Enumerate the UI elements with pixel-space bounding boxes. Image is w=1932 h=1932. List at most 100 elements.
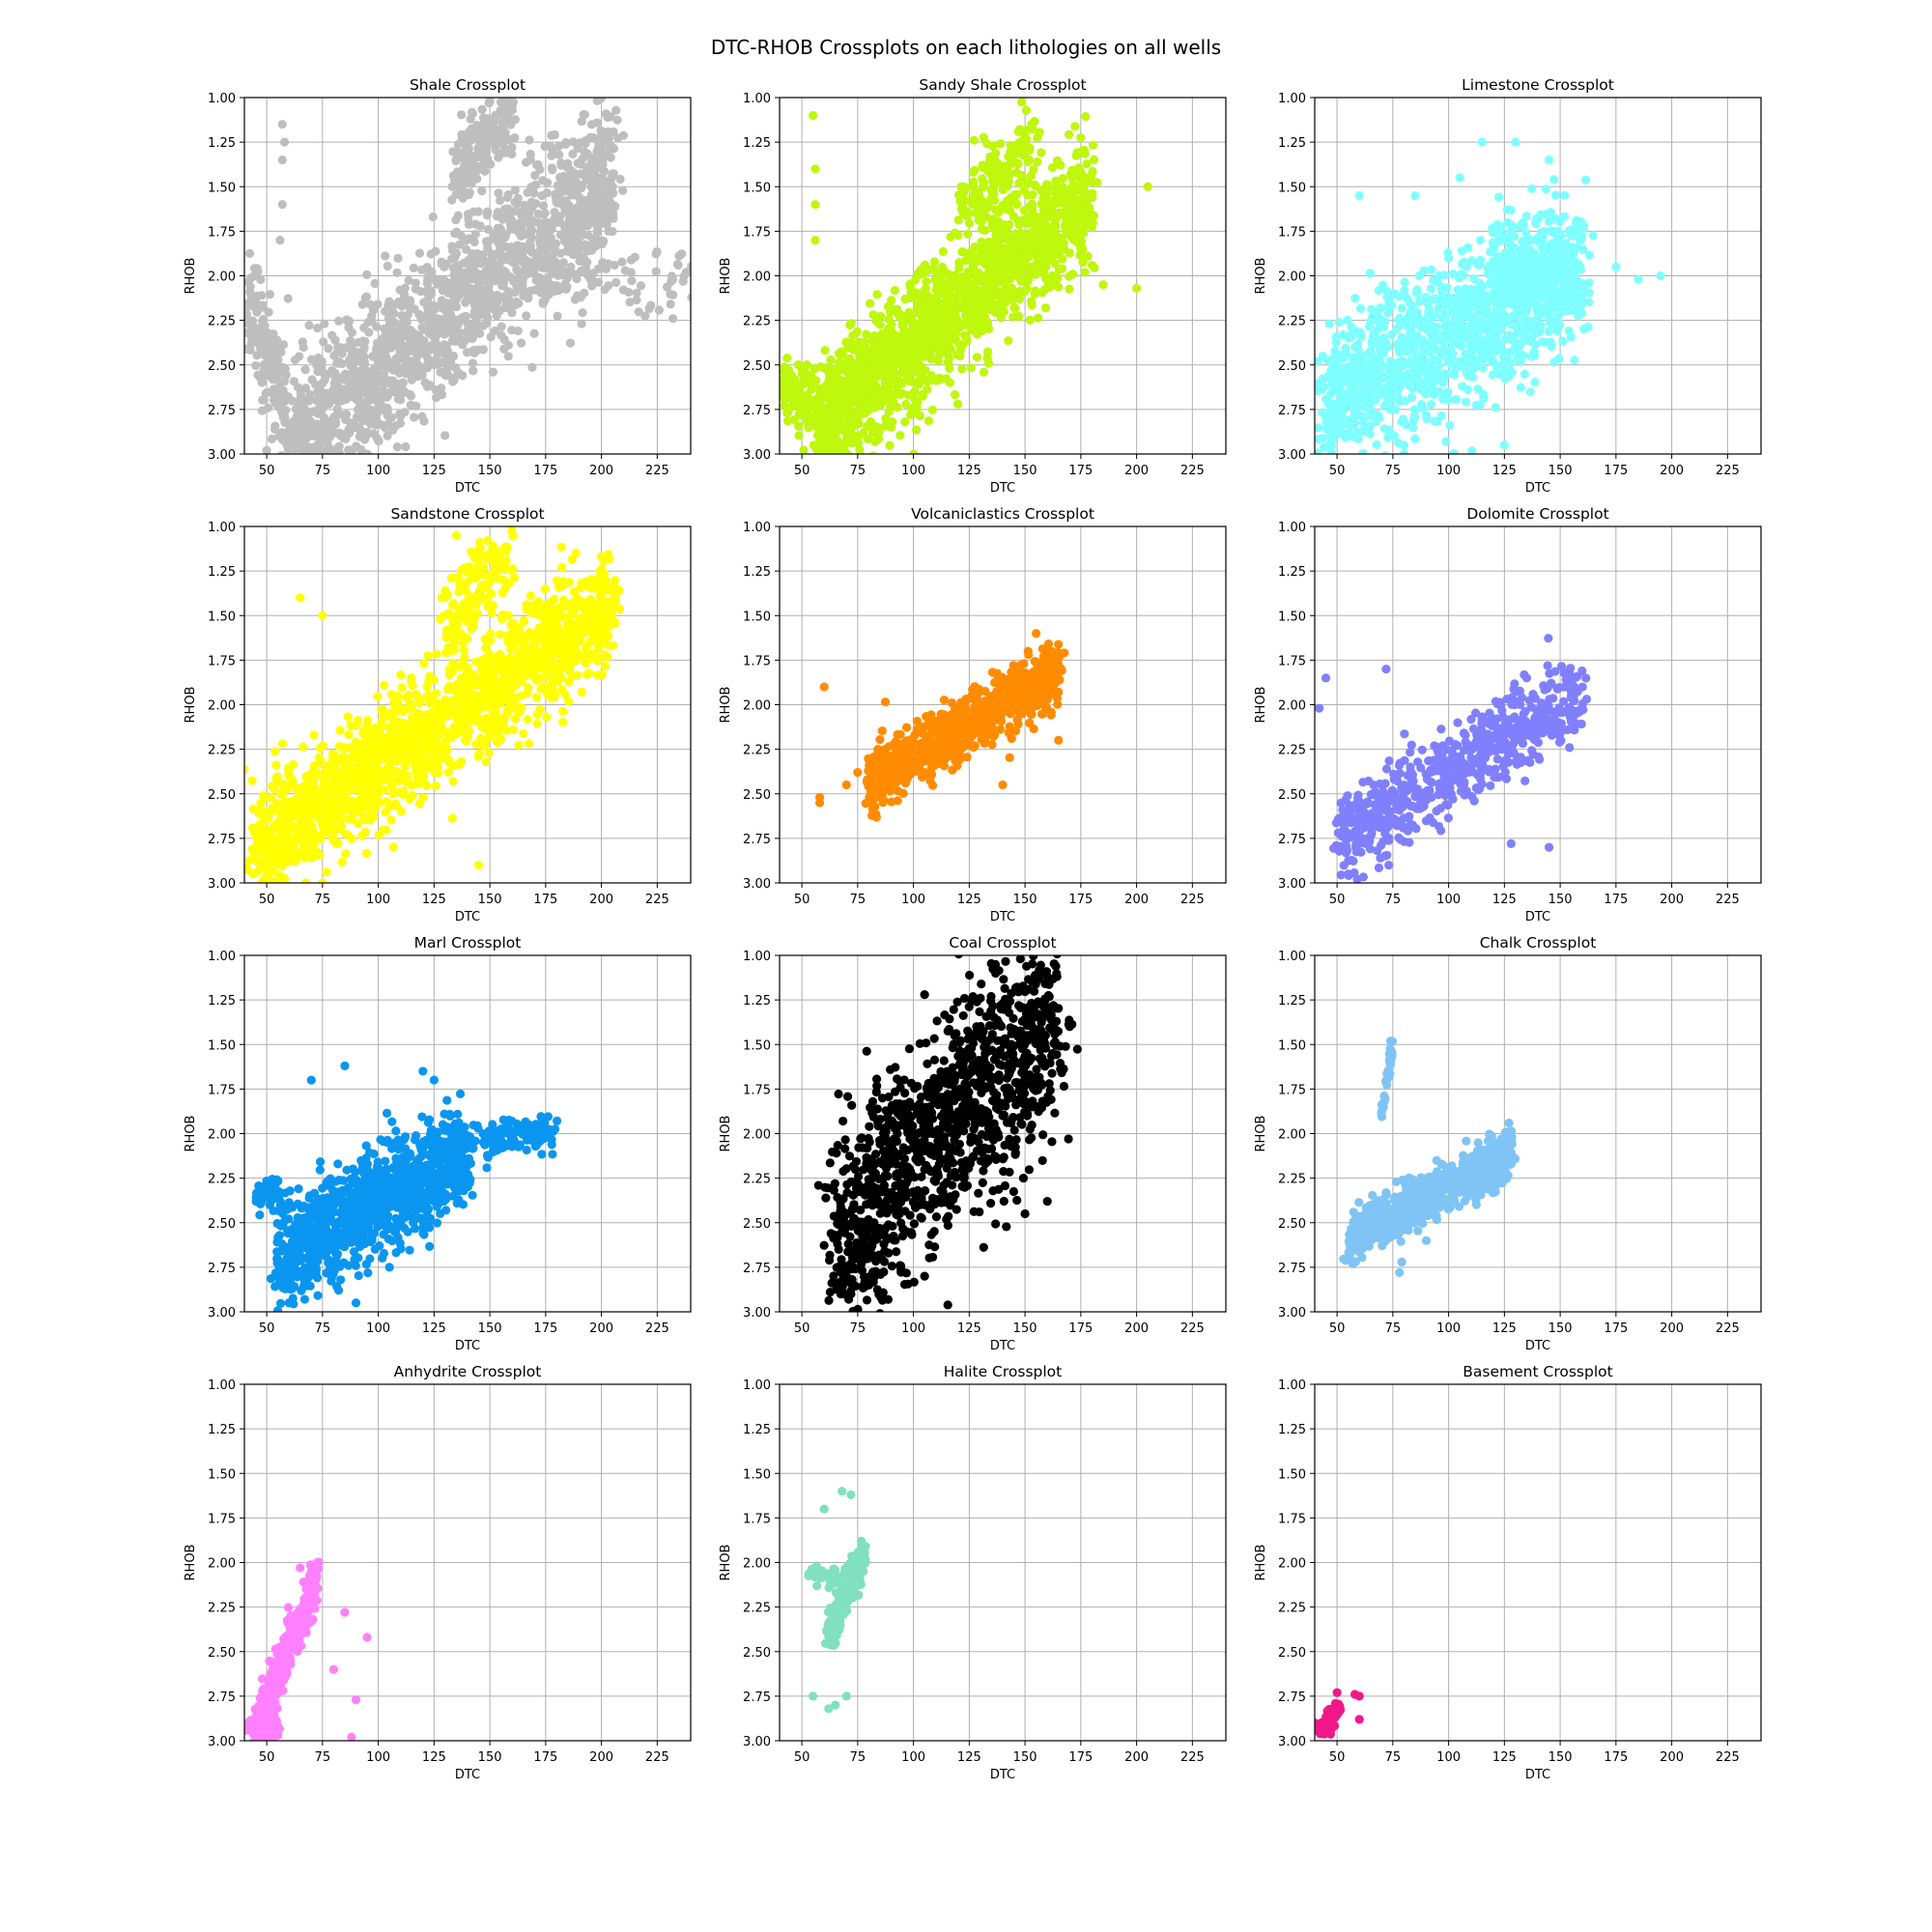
data-point	[625, 298, 635, 307]
data-point	[365, 419, 376, 429]
data-point	[283, 294, 293, 303]
data-point	[459, 162, 469, 172]
data-point	[297, 470, 305, 479]
data-point	[355, 398, 365, 408]
data-point	[880, 328, 890, 338]
data-point	[609, 144, 619, 154]
data-point	[479, 286, 489, 296]
data-point	[275, 236, 285, 245]
data-point	[1478, 363, 1488, 373]
data-point	[370, 278, 380, 289]
data-point	[401, 441, 411, 452]
data-point	[278, 504, 287, 513]
data-point	[374, 361, 384, 372]
data-point	[528, 216, 538, 226]
data-point	[531, 251, 542, 261]
data-point	[316, 447, 326, 454]
data-point	[1021, 126, 1031, 135]
data-point	[1560, 190, 1570, 200]
data-point	[672, 259, 683, 270]
data-point	[1019, 185, 1029, 195]
data-point	[503, 204, 513, 213]
data-point	[298, 337, 307, 347]
data-point	[583, 217, 593, 227]
data-point	[515, 248, 526, 258]
data-point	[498, 266, 508, 275]
data-point	[510, 132, 520, 143]
data-point	[295, 352, 304, 361]
data-point	[266, 387, 276, 397]
data-point	[632, 295, 641, 305]
data-point	[972, 353, 982, 362]
sandy-shale-crossplot: 50 75 100 125 150 175 200 2251.001.251.501.752.…	[719, 76, 1227, 496]
x-tick-label: 175	[1068, 464, 1093, 478]
data-point	[627, 276, 637, 286]
data-point	[904, 307, 914, 317]
data-point	[366, 453, 368, 454]
data-point	[970, 298, 980, 308]
data-point	[666, 299, 675, 309]
data-point	[1030, 117, 1039, 127]
data-point	[923, 338, 934, 348]
data-point	[872, 290, 882, 299]
data-point	[604, 83, 612, 92]
data-point	[1038, 193, 1048, 203]
data-point	[440, 326, 450, 335]
data-point	[341, 414, 351, 425]
data-point	[1387, 329, 1397, 339]
data-point	[359, 435, 370, 444]
data-point	[966, 363, 976, 373]
data-point	[582, 167, 592, 177]
data-point	[507, 142, 517, 153]
data-point	[654, 305, 664, 315]
data-point	[510, 185, 520, 195]
data-point	[1358, 468, 1367, 476]
data-point	[855, 445, 865, 454]
data-point	[902, 373, 913, 383]
data-point	[678, 276, 688, 286]
data-point	[863, 434, 873, 444]
data-point	[565, 338, 576, 348]
data-point	[579, 110, 588, 120]
data-point	[1132, 283, 1142, 294]
data-point	[281, 406, 291, 415]
data-point	[811, 443, 821, 453]
data-point	[961, 282, 971, 292]
data-point	[527, 362, 537, 372]
data-point	[471, 324, 481, 334]
data-point	[344, 316, 355, 327]
data-point	[478, 143, 488, 154]
data-point	[1527, 184, 1537, 193]
data-point	[302, 433, 313, 442]
data-point	[1025, 315, 1035, 325]
x-tick-label: 125	[957, 464, 981, 478]
y-tick-label: 1.50	[743, 181, 771, 195]
data-point	[1461, 397, 1471, 407]
data-point	[834, 440, 843, 450]
data-point	[863, 421, 872, 431]
data-point	[1053, 198, 1063, 208]
data-point	[1023, 178, 1033, 188]
data-point	[437, 357, 446, 367]
data-point	[366, 370, 376, 381]
data-point	[277, 429, 287, 440]
data-point	[465, 265, 474, 274]
data-point	[468, 333, 478, 343]
data-point	[987, 260, 997, 270]
data-point	[1019, 135, 1029, 146]
data-point	[1017, 150, 1027, 159]
data-point	[468, 158, 478, 168]
data-point	[1076, 167, 1086, 178]
data-point	[359, 343, 369, 353]
data-point	[1397, 303, 1406, 313]
data-point	[960, 310, 971, 321]
data-point	[881, 413, 891, 424]
data-point	[536, 225, 546, 235]
data-point	[988, 185, 999, 194]
data-point	[302, 474, 311, 483]
data-point	[887, 296, 896, 305]
data-point	[355, 444, 366, 454]
data-point	[626, 255, 637, 265]
data-point	[548, 165, 557, 175]
data-point	[483, 224, 494, 235]
